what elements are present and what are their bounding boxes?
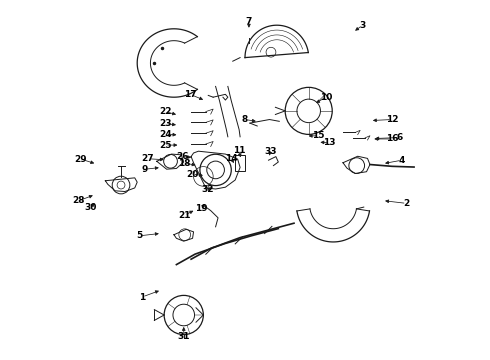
Text: 7: 7 bbox=[245, 17, 252, 26]
Text: 14: 14 bbox=[225, 154, 238, 163]
Text: 5: 5 bbox=[137, 231, 143, 240]
Text: 22: 22 bbox=[159, 107, 171, 116]
Text: 24: 24 bbox=[159, 130, 171, 139]
Text: 31: 31 bbox=[177, 332, 190, 341]
Text: 15: 15 bbox=[312, 131, 325, 140]
Text: 10: 10 bbox=[319, 93, 332, 102]
Text: 2: 2 bbox=[404, 199, 410, 208]
Text: 9: 9 bbox=[142, 165, 148, 174]
Text: 16: 16 bbox=[386, 134, 398, 143]
Text: 26: 26 bbox=[176, 152, 189, 161]
Text: 8: 8 bbox=[242, 115, 248, 124]
Text: 33: 33 bbox=[264, 147, 277, 156]
Text: 18: 18 bbox=[178, 158, 191, 167]
Text: 3: 3 bbox=[360, 21, 366, 30]
Bar bbox=[235, 155, 245, 171]
Text: 20: 20 bbox=[186, 170, 198, 179]
Text: 29: 29 bbox=[74, 154, 87, 163]
Text: 28: 28 bbox=[72, 197, 85, 205]
Text: 30: 30 bbox=[84, 202, 97, 211]
Text: 12: 12 bbox=[386, 115, 398, 124]
Text: 13: 13 bbox=[323, 138, 336, 147]
Text: 25: 25 bbox=[159, 140, 171, 150]
Text: 21: 21 bbox=[178, 211, 191, 220]
Text: 1: 1 bbox=[139, 292, 145, 302]
Text: 23: 23 bbox=[159, 119, 171, 128]
Text: 32: 32 bbox=[201, 185, 214, 194]
Text: 27: 27 bbox=[142, 154, 154, 163]
Text: 4: 4 bbox=[398, 156, 405, 165]
Text: 6: 6 bbox=[396, 133, 402, 142]
Text: 11: 11 bbox=[233, 146, 245, 155]
Text: 17: 17 bbox=[184, 90, 196, 99]
Text: 19: 19 bbox=[195, 204, 207, 213]
